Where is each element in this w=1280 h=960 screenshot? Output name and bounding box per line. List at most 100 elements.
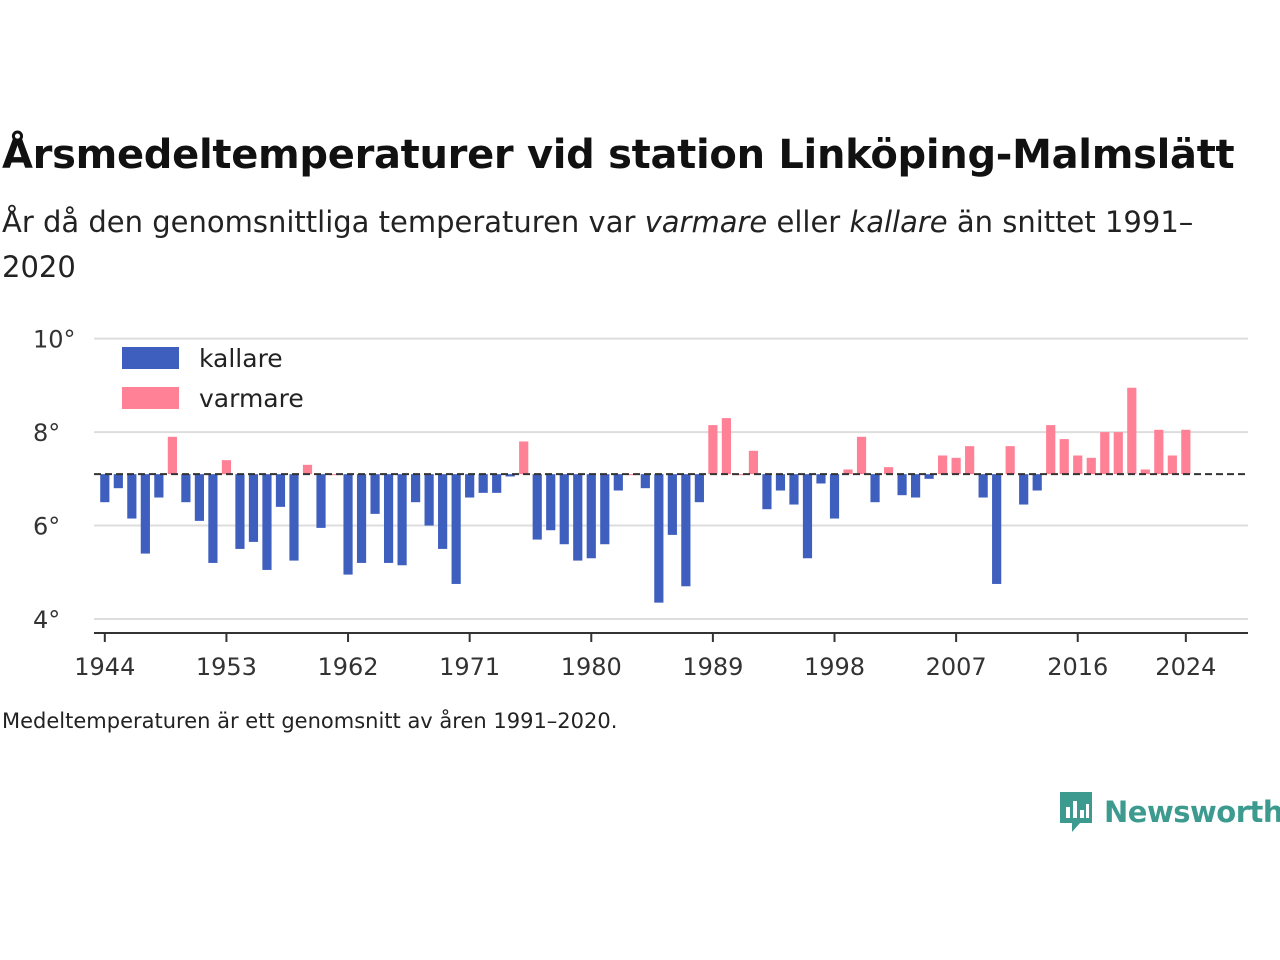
bar-kallare (370, 474, 380, 514)
legend-label-varmare: varmare (199, 384, 304, 413)
bar-kallare (492, 474, 502, 493)
bar-varmare (1073, 455, 1083, 475)
x-tick-label: 2024 (1155, 653, 1216, 681)
bar-varmare (1113, 432, 1123, 475)
bar-kallare (640, 474, 650, 489)
bar-varmare (1059, 439, 1069, 475)
x-tick-label: 2007 (926, 653, 987, 681)
bar-varmare (221, 460, 232, 475)
bar-kallare (127, 474, 137, 519)
bar-kallare (559, 474, 569, 545)
bar-kallare (1019, 474, 1029, 505)
bar-varmare (856, 436, 867, 475)
x-tick-label: 1953 (196, 653, 257, 681)
bar-varmare (735, 474, 745, 476)
bar-kallare (140, 474, 150, 554)
y-tick-label: 10° (33, 326, 76, 354)
bar-kallare (654, 474, 664, 603)
y-tick-label: 8° (33, 419, 60, 447)
bar-kallare (248, 474, 259, 542)
bar-kallare (356, 474, 367, 563)
x-tick-label: 1944 (74, 653, 135, 681)
chart-title: Årsmedeltemperaturer vid station Linköpi… (2, 132, 1235, 178)
bar-kallare (208, 474, 218, 563)
bar-kallare (113, 474, 123, 489)
bar-kallare (870, 474, 880, 503)
bar-kallare (924, 474, 934, 479)
bar-varmare (627, 474, 637, 476)
legend-label-kallare: kallare (199, 344, 283, 373)
bar-kallare (100, 474, 110, 503)
x-axis: 1944 1953 1962 1971 1980 1989 1998 2007 2016 2024 (74, 632, 1248, 681)
bar-kallare (775, 474, 786, 491)
x-tick-label: 1962 (318, 653, 379, 681)
brand-name: Newsworthy (1104, 795, 1280, 829)
bar-varmare (1181, 429, 1191, 475)
subtitle-part2: eller (767, 205, 850, 239)
legend-swatch-varmare (122, 387, 179, 409)
bar-varmare (302, 464, 313, 475)
bar-varmare (1100, 432, 1110, 475)
bar-kallare (194, 474, 204, 521)
bar-varmare (1005, 446, 1015, 475)
bar-varmare (1127, 387, 1137, 475)
bar-kallare (762, 474, 772, 510)
bar-kallare (789, 474, 799, 505)
bar-kallare (532, 474, 542, 540)
bar-varmare (167, 436, 177, 475)
bar-kallare (613, 474, 623, 491)
bar-varmare (708, 425, 718, 475)
x-tick-label: 1989 (682, 653, 743, 681)
bar-varmare (951, 457, 961, 475)
bar-kallare (978, 474, 988, 498)
bar-kallare (910, 474, 921, 498)
subtitle-warm-word: varmare (644, 205, 768, 239)
bar-varmare (1046, 425, 1056, 475)
x-tick-label: 1980 (561, 653, 622, 681)
bar-kallare (465, 474, 475, 498)
x-tick-label: 2016 (1047, 653, 1108, 681)
bar-kallare (411, 474, 421, 503)
bar-varmare (1154, 429, 1164, 475)
bar-kallare (316, 474, 326, 528)
bar-varmare (1167, 455, 1177, 475)
bar-kallare (816, 474, 826, 484)
newsworthy-logo-icon (1060, 792, 1092, 832)
bar-varmare (748, 450, 759, 475)
bar-kallare (829, 474, 840, 519)
bar-varmare (329, 474, 340, 476)
y-tick-label: 4° (33, 606, 60, 634)
y-axis-labels: 4° 6° 8° 10° (33, 326, 76, 634)
bar-kallare (383, 474, 394, 563)
bar-kallare (438, 474, 448, 549)
x-tick-label: 1998 (804, 653, 865, 681)
bar-kallare (235, 474, 245, 549)
bar-kallare (600, 474, 610, 545)
bar-varmare (843, 469, 853, 475)
footnote: Medeltemperaturen är ett genomsnitt av å… (2, 709, 618, 733)
bar-varmare (1140, 469, 1150, 475)
temperature-bar-chart: 4° 6° 8° 10° 1944 1953 1962 1971 1980 1989 1998 20… (33, 326, 1248, 681)
bar-kallare (424, 474, 434, 526)
bar-kallare (586, 474, 596, 559)
bar-kallare (289, 474, 299, 561)
gridlines (94, 337, 1248, 620)
bar-kallare (262, 474, 272, 570)
bar-varmare (938, 455, 948, 475)
bar-kallare (478, 474, 488, 493)
bar-varmare (1086, 457, 1096, 475)
subtitle-cold-word: kallare (849, 205, 948, 239)
bar-kallare (343, 474, 353, 575)
bar-kallare (181, 474, 191, 503)
bar-kallare (897, 474, 907, 496)
bars (100, 387, 1191, 603)
bar-kallare (667, 474, 677, 535)
bar-varmare (883, 467, 894, 475)
bar-kallare (154, 474, 164, 498)
bar-kallare (546, 474, 556, 531)
bar-kallare (1032, 474, 1042, 491)
bar-varmare (721, 418, 731, 475)
x-tick-label: 1971 (439, 653, 500, 681)
bar-kallare (275, 474, 286, 507)
brand-logo: Newsworthy (1058, 790, 1280, 834)
